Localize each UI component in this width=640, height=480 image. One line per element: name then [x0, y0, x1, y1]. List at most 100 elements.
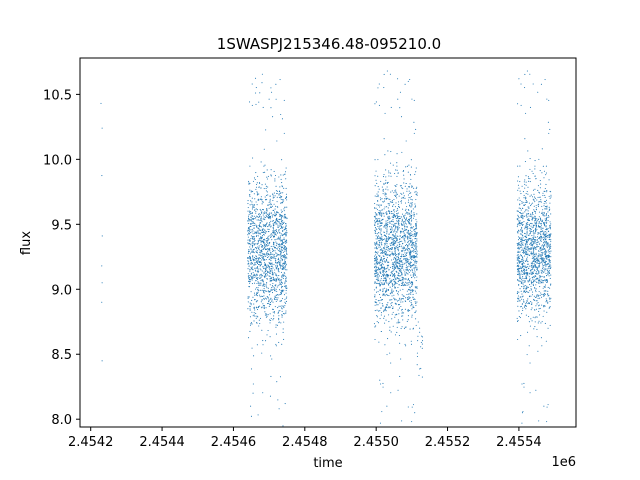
data-point [248, 337, 250, 339]
data-point [264, 171, 266, 173]
data-point [411, 98, 413, 100]
data-point [374, 229, 376, 231]
data-point [535, 218, 537, 220]
data-point [379, 310, 381, 312]
data-point [255, 301, 257, 303]
data-point [409, 300, 411, 302]
data-point [275, 98, 277, 100]
data-point [421, 340, 424, 342]
data-point [538, 220, 540, 223]
data-point [411, 421, 413, 423]
data-point [272, 220, 274, 222]
data-point [275, 205, 277, 207]
data-point [270, 319, 272, 322]
data-point [277, 270, 279, 272]
data-point [265, 273, 267, 275]
data-point [412, 293, 414, 296]
data-point [263, 284, 265, 286]
data-point [517, 229, 520, 231]
data-point [379, 272, 381, 274]
data-point [265, 265, 267, 267]
data-point [402, 196, 404, 199]
data-point [546, 190, 548, 192]
data-point [281, 182, 283, 184]
data-point [383, 224, 386, 226]
data-point [397, 98, 399, 100]
data-point [276, 217, 278, 220]
data-point [413, 215, 415, 217]
data-point [399, 297, 401, 299]
data-point [284, 241, 286, 243]
data-point [537, 297, 539, 299]
data-point [534, 215, 536, 217]
data-point [525, 181, 527, 183]
data-point [376, 309, 378, 311]
data-point [267, 239, 269, 241]
data-point [524, 179, 526, 181]
data-point [546, 268, 548, 270]
data-point [253, 177, 256, 179]
data-point [386, 304, 388, 306]
data-point [271, 358, 273, 360]
data-point [524, 198, 527, 200]
data-point [414, 248, 416, 250]
data-point [386, 214, 388, 216]
data-point [284, 266, 286, 268]
data-point [394, 172, 396, 175]
data-point [548, 99, 550, 101]
data-point [248, 218, 250, 220]
data-point [525, 249, 527, 251]
data-point [269, 302, 271, 304]
data-point [253, 240, 255, 242]
data-point [276, 275, 278, 277]
data-point [256, 215, 258, 217]
data-point [545, 252, 547, 254]
data-point [377, 200, 379, 202]
data-point [526, 237, 528, 239]
data-point [410, 166, 412, 168]
data-point [519, 288, 521, 290]
data-point [259, 219, 261, 221]
data-point [257, 261, 259, 263]
data-point [382, 264, 384, 266]
data-point [412, 297, 414, 299]
data-point [394, 276, 396, 278]
data-point [381, 303, 383, 305]
data-point [543, 212, 545, 214]
x-axis: 2.4542 2.4544 2.4546 2.4548 2.4550 2.4552 2.45… [68, 427, 542, 450]
data-point [531, 223, 533, 225]
data-point [275, 248, 277, 250]
data-point [375, 273, 377, 275]
data-point [546, 229, 548, 231]
data-point [253, 303, 255, 305]
data-point [392, 262, 394, 264]
data-point [378, 279, 380, 281]
data-point [386, 226, 388, 228]
data-point [275, 234, 277, 236]
data-point [532, 216, 534, 218]
data-point [266, 240, 268, 242]
data-point [269, 278, 271, 280]
data-point [528, 315, 530, 318]
data-point [255, 294, 257, 296]
data-point [262, 224, 264, 226]
data-point [519, 244, 521, 246]
data-point [377, 175, 379, 177]
data-point [421, 376, 423, 378]
data-point [247, 252, 249, 254]
data-point [384, 198, 386, 200]
data-point [421, 336, 423, 338]
data-point [532, 272, 535, 275]
data-point [271, 216, 274, 218]
data-point [247, 297, 249, 299]
data-point [400, 116, 403, 118]
data-point [394, 298, 396, 300]
data-point [263, 224, 265, 227]
data-point [386, 294, 388, 296]
data-point [261, 255, 263, 257]
data-point [412, 264, 414, 266]
data-point [545, 199, 547, 201]
data-point [518, 261, 520, 263]
data-point [265, 264, 267, 266]
data-point [529, 254, 531, 256]
